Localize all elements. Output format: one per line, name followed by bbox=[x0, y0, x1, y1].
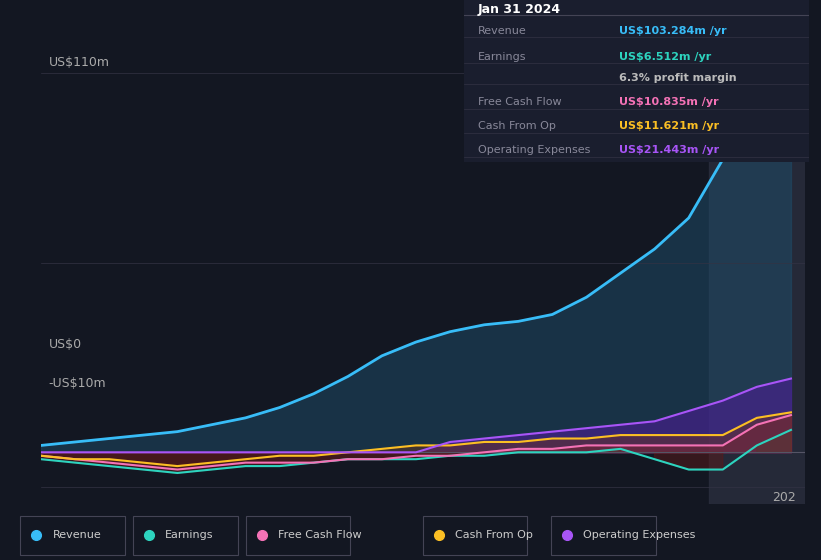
Text: -US$10m: -US$10m bbox=[48, 376, 106, 390]
Bar bbox=[133, 516, 237, 555]
Text: US$103.284m /yr: US$103.284m /yr bbox=[619, 26, 727, 36]
Text: Operating Expenses: Operating Expenses bbox=[478, 146, 590, 156]
Text: Revenue: Revenue bbox=[53, 530, 101, 540]
Text: 202: 202 bbox=[773, 491, 796, 503]
Text: Free Cash Flow: Free Cash Flow bbox=[277, 530, 361, 540]
Text: Cash From Op: Cash From Op bbox=[455, 530, 533, 540]
Text: Revenue: Revenue bbox=[478, 26, 526, 36]
Bar bbox=[423, 516, 527, 555]
Text: Jan 31 2024: Jan 31 2024 bbox=[478, 3, 561, 16]
Text: Cash From Op: Cash From Op bbox=[478, 121, 556, 131]
Bar bbox=[552, 516, 656, 555]
Text: US$21.443m /yr: US$21.443m /yr bbox=[619, 146, 719, 156]
Text: Operating Expenses: Operating Expenses bbox=[584, 530, 696, 540]
Text: Earnings: Earnings bbox=[478, 52, 526, 62]
Text: US$6.512m /yr: US$6.512m /yr bbox=[619, 52, 711, 62]
Text: US$10.835m /yr: US$10.835m /yr bbox=[619, 97, 718, 107]
Text: 6.3% profit margin: 6.3% profit margin bbox=[619, 73, 736, 82]
Text: Earnings: Earnings bbox=[165, 530, 213, 540]
Text: US$110m: US$110m bbox=[48, 56, 110, 69]
Bar bbox=[21, 516, 125, 555]
Bar bbox=[709, 56, 805, 504]
Text: US$0: US$0 bbox=[48, 338, 82, 352]
Text: Free Cash Flow: Free Cash Flow bbox=[478, 97, 562, 107]
Bar bbox=[245, 516, 351, 555]
Text: US$11.621m /yr: US$11.621m /yr bbox=[619, 121, 719, 131]
